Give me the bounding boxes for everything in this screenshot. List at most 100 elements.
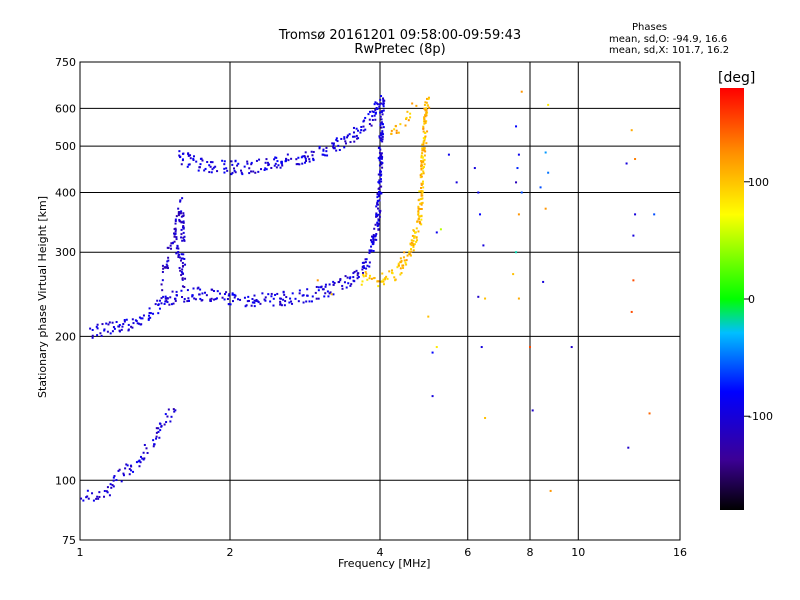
data-point [227, 294, 230, 297]
data-point [182, 236, 185, 239]
data-point [180, 274, 183, 277]
data-point [182, 253, 185, 256]
y-tick-label: 750 [55, 56, 76, 69]
data-point [178, 266, 181, 269]
data-point [173, 233, 176, 236]
data-point [371, 115, 374, 118]
data-point [381, 131, 384, 134]
data-point [375, 233, 378, 236]
data-point [374, 112, 377, 115]
data-point [380, 185, 383, 188]
data-point [422, 160, 425, 163]
data-point [92, 499, 95, 502]
data-point [380, 152, 383, 155]
data-point [270, 295, 273, 298]
data-point [240, 171, 243, 174]
data-point [420, 197, 423, 200]
data-point [368, 274, 371, 277]
data-point [181, 268, 184, 271]
data-point [391, 272, 394, 275]
data-point [399, 123, 402, 126]
data-point [376, 199, 379, 202]
data-point [352, 131, 355, 134]
data-point [362, 125, 365, 128]
data-point [132, 322, 135, 325]
data-point [431, 351, 434, 354]
data-point [189, 157, 192, 160]
data-point [283, 293, 286, 296]
data-point [166, 260, 169, 263]
data-point [420, 156, 423, 159]
data-point [366, 278, 369, 281]
data-point [379, 137, 382, 140]
data-point [291, 292, 294, 295]
data-point [180, 257, 183, 260]
data-point [181, 226, 184, 229]
data-point [378, 151, 381, 154]
data-point [160, 302, 163, 305]
data-point [419, 207, 422, 210]
data-point [203, 169, 206, 172]
data-point [123, 320, 126, 323]
chart-title: Tromsø 20161201 09:58:00-09:59:43 [278, 28, 522, 43]
data-point [339, 279, 342, 282]
data-point [149, 312, 152, 315]
data-point [380, 118, 383, 121]
data-point [122, 474, 125, 477]
data-point [375, 106, 378, 109]
data-point [439, 228, 442, 231]
data-point [112, 485, 115, 488]
data-point [349, 141, 352, 144]
data-point [539, 186, 542, 189]
data-point [274, 156, 277, 159]
data-point [211, 168, 214, 171]
data-point [375, 205, 378, 208]
x-tick-label: 4 [377, 546, 384, 559]
data-point [280, 304, 283, 307]
data-point [324, 283, 327, 286]
data-point [209, 298, 212, 301]
data-point [169, 296, 172, 299]
data-point [360, 125, 363, 128]
data-point [375, 212, 378, 215]
data-point [425, 108, 428, 111]
data-point [172, 302, 175, 305]
data-point [435, 231, 438, 234]
data-point [141, 457, 144, 460]
data-point [377, 187, 380, 190]
data-point [147, 317, 150, 320]
data-point [415, 240, 418, 243]
data-point [356, 277, 359, 280]
data-point [121, 325, 124, 328]
data-point [237, 162, 240, 165]
data-point [380, 126, 383, 129]
data-point [385, 275, 388, 278]
data-point [264, 161, 267, 164]
data-point [330, 293, 333, 296]
data-point [118, 329, 121, 332]
data-point [420, 194, 423, 197]
data-point [380, 173, 383, 176]
data-point [107, 323, 110, 326]
data-point [160, 283, 163, 286]
data-point [108, 321, 111, 324]
data-point [162, 267, 165, 270]
data-point [253, 294, 256, 297]
data-point [479, 213, 482, 216]
data-point [123, 319, 126, 322]
data-point [275, 156, 278, 159]
data-point [89, 327, 92, 330]
data-point [416, 220, 419, 223]
data-point [111, 321, 114, 324]
data-point [381, 138, 384, 141]
data-point [165, 266, 168, 269]
data-point [178, 218, 181, 221]
data-point [250, 170, 253, 173]
data-point [634, 158, 637, 161]
data-point [118, 468, 121, 471]
data-point [327, 295, 330, 298]
data-point [376, 201, 379, 204]
data-point [378, 157, 381, 160]
data-point [520, 90, 523, 93]
data-point [157, 303, 160, 306]
